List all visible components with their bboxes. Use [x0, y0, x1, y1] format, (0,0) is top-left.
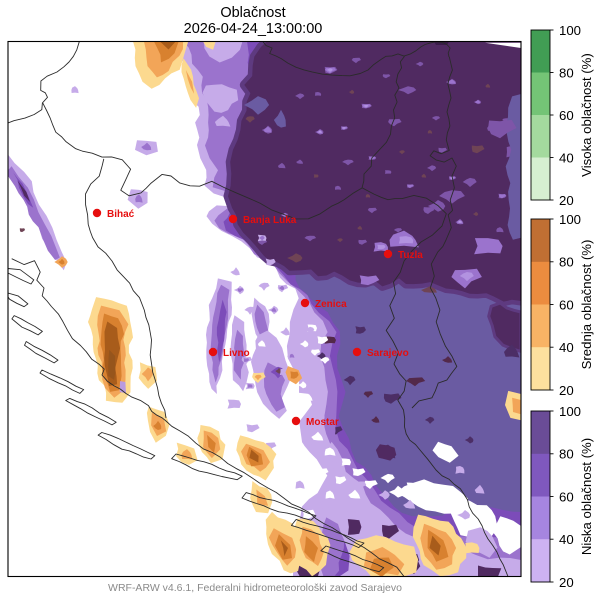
- svg-text:100: 100: [559, 23, 581, 38]
- svg-text:60: 60: [559, 297, 574, 312]
- svg-text:100: 100: [559, 404, 581, 419]
- svg-text:2026-04-24_13:00:00: 2026-04-24_13:00:00: [184, 21, 323, 37]
- svg-text:Mostar: Mostar: [306, 417, 339, 428]
- svg-text:Oblačnost: Oblačnost: [220, 5, 285, 21]
- svg-text:40: 40: [559, 150, 574, 165]
- svg-text:Livno: Livno: [223, 348, 250, 359]
- svg-text:Visoka oblačnost (%): Visoka oblačnost (%): [579, 53, 594, 177]
- svg-text:Sarajevo: Sarajevo: [367, 348, 409, 359]
- svg-text:Niska oblačnost (%): Niska oblačnost (%): [579, 438, 594, 555]
- svg-text:40: 40: [559, 340, 574, 355]
- svg-text:20: 20: [559, 575, 574, 590]
- svg-text:WRF-ARW v4.6.1, Federalni hidr: WRF-ARW v4.6.1, Federalni hidrometeorolo…: [108, 582, 402, 594]
- svg-text:80: 80: [559, 447, 574, 462]
- svg-text:Banja Luka: Banja Luka: [243, 215, 297, 226]
- svg-text:40: 40: [559, 532, 574, 547]
- svg-text:Zenica: Zenica: [315, 299, 347, 310]
- svg-text:Srednja oblačnost (%): Srednja oblačnost (%): [579, 240, 594, 370]
- svg-text:80: 80: [559, 255, 574, 270]
- svg-text:60: 60: [559, 489, 574, 504]
- svg-text:Bihać: Bihać: [107, 209, 135, 220]
- svg-text:80: 80: [559, 65, 574, 80]
- svg-text:100: 100: [559, 212, 581, 227]
- svg-text:20: 20: [559, 383, 574, 398]
- svg-text:20: 20: [559, 193, 574, 208]
- svg-text:60: 60: [559, 108, 574, 123]
- svg-text:Tuzla: Tuzla: [398, 250, 423, 261]
